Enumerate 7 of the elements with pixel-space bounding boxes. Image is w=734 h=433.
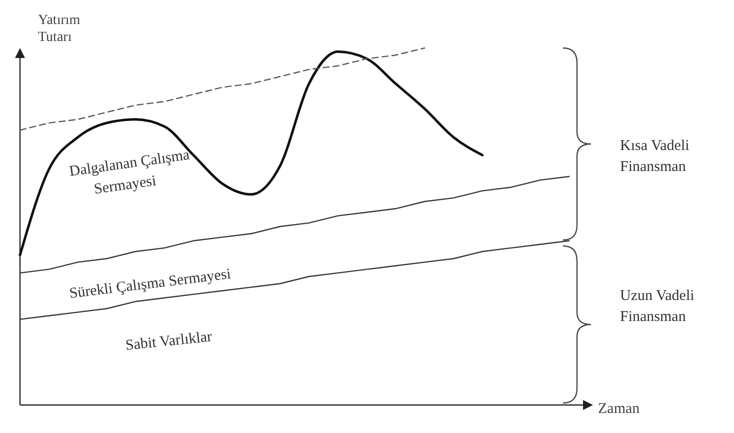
- annotation: Sürekli Çalışma Sermayesi: [68, 266, 232, 302]
- x-axis-title: Zaman: [598, 401, 640, 417]
- annotation: Sabit Varlıklar: [124, 328, 213, 354]
- text: Uzun Vadeli Finansman: [620, 288, 694, 325]
- annotation: Dalgalanan Çalışma Sermayesi: [68, 147, 191, 198]
- y-axis-title: Yatırım Tutarı: [38, 13, 80, 45]
- text: Kısa Vadeli Finansman: [620, 138, 690, 175]
